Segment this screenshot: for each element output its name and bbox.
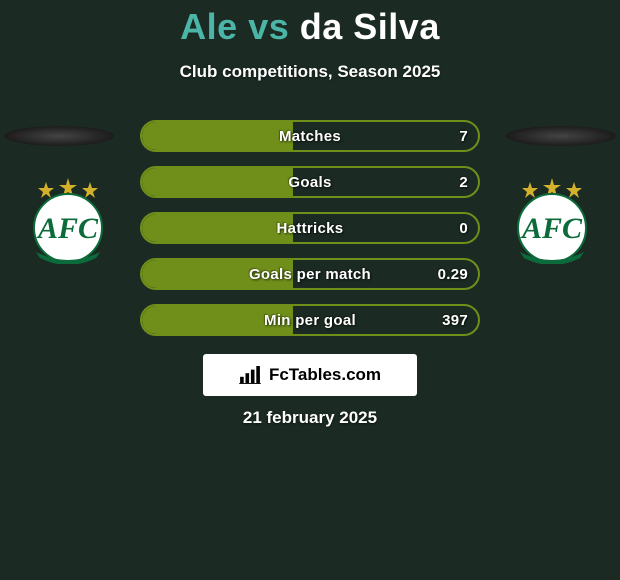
stat-label: Hattricks xyxy=(142,214,478,242)
date-text: 21 february 2025 xyxy=(0,408,620,428)
stats-area: Matches7Goals2Hattricks0Goals per match0… xyxy=(0,120,620,350)
stat-value: 0.29 xyxy=(438,260,468,288)
bar-chart-icon xyxy=(239,366,261,384)
brand-link[interactable]: FcTables.com xyxy=(203,354,417,396)
vs-text: vs xyxy=(248,6,289,47)
stat-value: 2 xyxy=(459,168,468,196)
stat-value: 0 xyxy=(459,214,468,242)
stat-label: Goals per match xyxy=(142,260,478,288)
stat-value: 7 xyxy=(459,122,468,150)
stat-row: Goals per match0.29 xyxy=(140,258,480,290)
subtitle: Club competitions, Season 2025 xyxy=(0,62,620,82)
stat-label: Matches xyxy=(142,122,478,150)
comparison-title: Ale vs da Silva xyxy=(0,0,620,48)
stat-value: 397 xyxy=(442,306,468,334)
brand-text: FcTables.com xyxy=(269,365,381,385)
player1-name: Ale xyxy=(180,6,238,47)
player2-name: da Silva xyxy=(300,6,440,47)
stat-row: Matches7 xyxy=(140,120,480,152)
stat-label: Min per goal xyxy=(142,306,478,334)
stat-row: Goals2 xyxy=(140,166,480,198)
stat-row: Min per goal397 xyxy=(140,304,480,336)
stat-label: Goals xyxy=(142,168,478,196)
stat-row: Hattricks0 xyxy=(140,212,480,244)
